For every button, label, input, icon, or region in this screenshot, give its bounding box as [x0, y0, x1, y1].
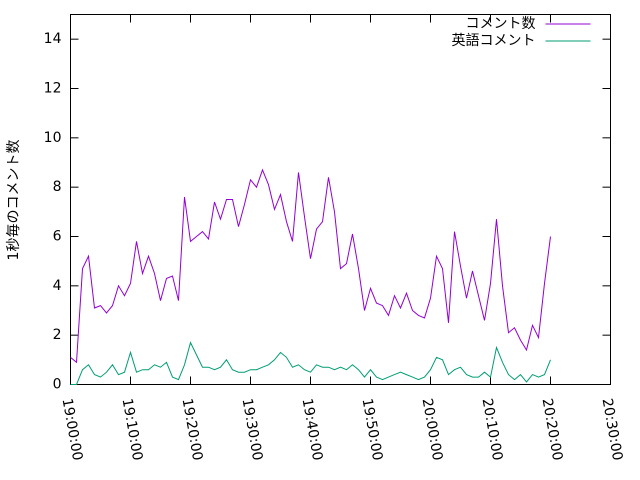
data-line [70, 341, 551, 385]
x-tick-label: 20:10:00 [479, 397, 506, 462]
y-tick-label: 14 [44, 31, 62, 47]
data-line [70, 168, 551, 364]
x-tick-label: 19:20:00 [179, 397, 206, 462]
y-tick-label: 4 [53, 278, 62, 294]
x-tick-label: 20:00:00 [419, 397, 446, 462]
x-tick-label: 19:00:00 [59, 397, 86, 462]
y-tick-label: 8 [53, 179, 62, 195]
y-tick-label: 6 [53, 229, 62, 245]
x-tick-label: 19:10:00 [119, 397, 146, 462]
y-tick-label: 10 [44, 130, 62, 146]
y-tick-label: 12 [44, 81, 62, 97]
legend-label: コメント数 [466, 16, 536, 32]
x-tick-label: 19:40:00 [299, 397, 326, 462]
x-tick-label: 19:30:00 [239, 397, 266, 462]
x-tick-label: 20:20:00 [539, 397, 566, 462]
y-tick-label: 2 [53, 327, 62, 343]
plot-border [70, 14, 611, 385]
x-tick-label: 20:30:00 [599, 397, 626, 462]
y-axis-label: 1秒毎のコメント数 [6, 140, 22, 261]
x-tick-label: 19:50:00 [359, 397, 386, 462]
y-tick-label: 0 [53, 377, 62, 393]
legend-label: 英語コメント [452, 32, 536, 49]
